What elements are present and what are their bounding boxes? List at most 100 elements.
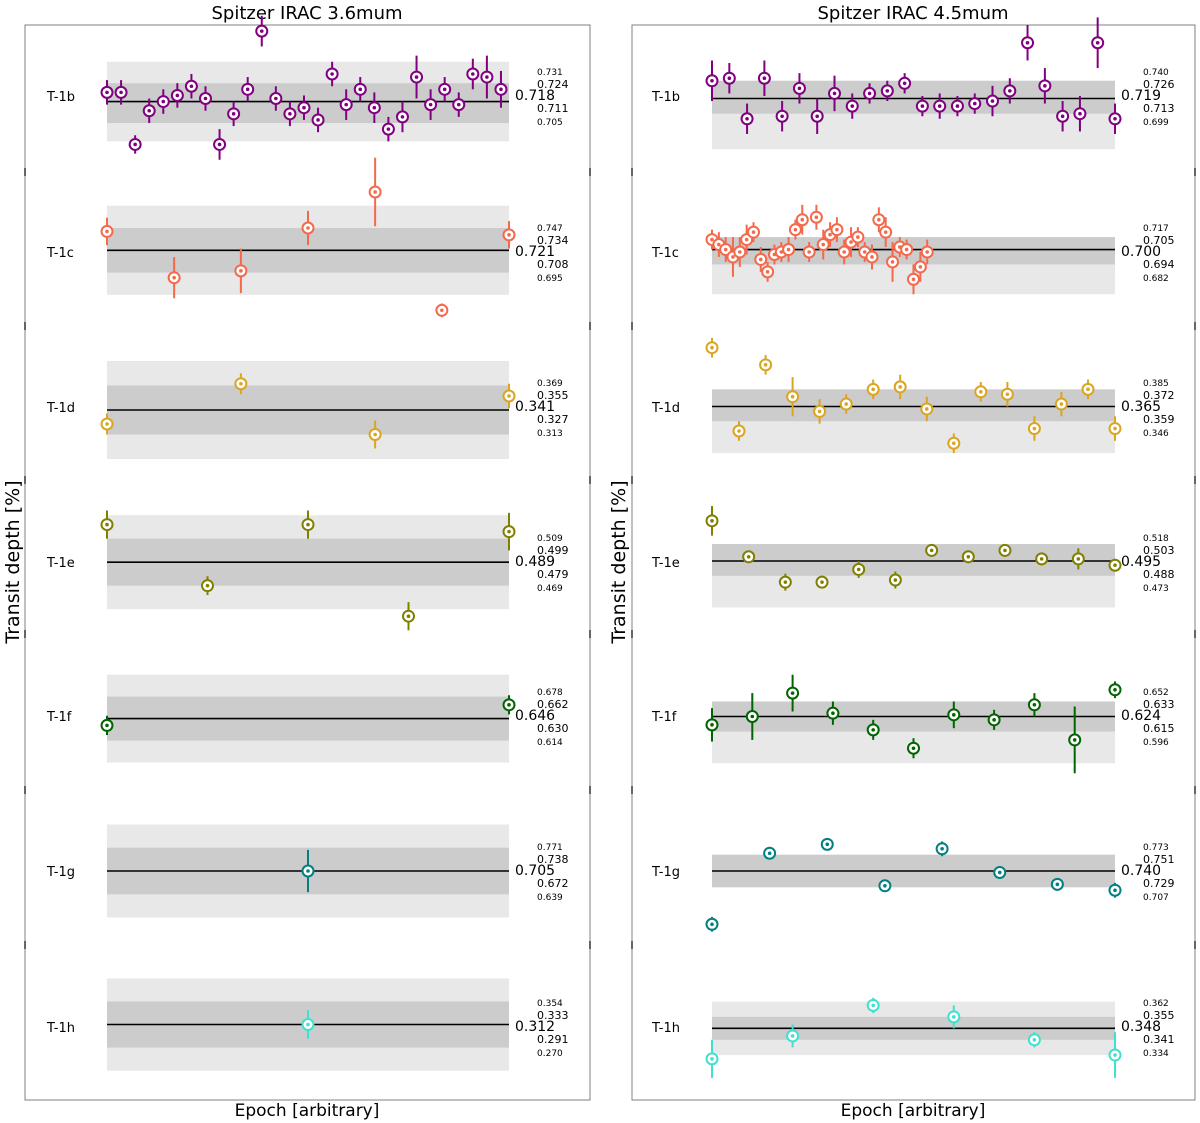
data-point-center <box>442 87 447 92</box>
tick-label: 0.270 <box>537 1049 563 1059</box>
tick-label: 0.700 <box>1121 244 1161 260</box>
row-label: T-1h <box>651 1021 680 1036</box>
tick-label: 0.614 <box>537 738 563 748</box>
data-point-center <box>1113 563 1117 568</box>
data-point-center <box>274 96 278 101</box>
row-label: T-1c <box>651 246 679 261</box>
data-point-center <box>302 105 306 110</box>
data-point-center <box>817 409 822 414</box>
tick-label: 0.740 <box>1143 68 1169 78</box>
row-label: T-1e <box>651 556 680 571</box>
tick-label: 0.682 <box>1143 274 1169 284</box>
data-point-center <box>937 104 942 108</box>
data-point-center <box>867 91 872 96</box>
data-point-center <box>1076 557 1081 561</box>
row-label: T-1f <box>46 710 72 725</box>
tick-label: 0.633 <box>1143 698 1175 711</box>
tick-label: 0.771 <box>537 843 563 853</box>
tick-label: 0.503 <box>1143 544 1175 557</box>
data-point-center <box>800 217 805 222</box>
data-point-center <box>507 394 511 398</box>
tick-label: 0.362 <box>1143 999 1169 1009</box>
data-point-center <box>1008 89 1012 93</box>
data-point-center <box>835 227 839 232</box>
row-label: T-1b <box>46 90 75 105</box>
data-point-center <box>239 381 243 386</box>
tick-label: 0.355 <box>1143 1009 1175 1022</box>
band-1sigma <box>712 389 1115 422</box>
data-point-center <box>856 235 860 239</box>
tick-label: 0.327 <box>537 413 569 426</box>
tick-label: 0.652 <box>1143 688 1169 698</box>
data-point-center <box>990 99 995 103</box>
data-point-center <box>1113 1053 1117 1057</box>
data-point-center <box>955 104 960 108</box>
band-1sigma <box>712 544 1115 576</box>
panel-title: Spitzer IRAC 3.6mum <box>211 3 402 24</box>
data-point-center <box>507 703 511 707</box>
data-point-center <box>797 86 802 91</box>
panel-right: Spitzer IRAC 4.5mum Epoch [arbitrary] T-… <box>631 3 1196 1121</box>
data-point-center <box>105 723 109 728</box>
data-point-center <box>710 78 714 83</box>
data-point-center <box>849 240 853 244</box>
data-point-center <box>456 102 461 107</box>
data-point-center <box>779 250 784 254</box>
data-point-center <box>471 72 475 76</box>
data-point-center <box>877 217 881 222</box>
row-label: T-1d <box>651 401 680 416</box>
data-point-center <box>924 407 929 411</box>
data-point-center <box>710 723 714 727</box>
data-point-center <box>330 72 334 76</box>
data-point-center <box>1113 888 1117 893</box>
data-point-center <box>1039 557 1044 561</box>
data-point-center <box>952 1015 956 1019</box>
row-label: T-1d <box>46 401 75 416</box>
data-point-center <box>105 522 109 527</box>
data-point-center <box>883 230 888 234</box>
data-point-center <box>966 554 971 559</box>
data-point-center <box>373 432 377 437</box>
data-point-center <box>862 250 867 254</box>
data-point-center <box>507 529 511 534</box>
data-point-center <box>205 583 210 588</box>
tick-label: 0.662 <box>537 698 569 711</box>
data-point-center <box>189 84 194 89</box>
data-point-center <box>783 580 788 584</box>
data-point-center <box>911 746 916 751</box>
data-point-center <box>288 112 292 116</box>
data-point-center <box>902 81 907 86</box>
data-point-center <box>306 869 310 873</box>
data-point-center <box>825 842 830 847</box>
data-point-center <box>745 116 749 121</box>
data-point-center <box>746 554 751 559</box>
data-point-center <box>1086 387 1090 392</box>
data-point-center <box>1072 738 1077 742</box>
data-point-center <box>786 247 791 252</box>
data-point-center <box>1095 40 1100 45</box>
panel-left: Spitzer IRAC 3.6mum Epoch [arbitrary] T-… <box>24 3 591 1121</box>
data-point-center <box>406 614 411 619</box>
data-point-center <box>780 114 784 119</box>
data-point-center <box>1005 392 1010 397</box>
tick-label: 0.488 <box>1143 568 1175 581</box>
tick-label: 0.747 <box>537 224 563 234</box>
data-point-center <box>883 884 887 888</box>
data-point-center <box>717 242 721 247</box>
data-point-center <box>1060 114 1065 119</box>
tick-label: 0.346 <box>1143 429 1169 439</box>
data-point-center <box>997 870 1002 875</box>
tick-label: 0.773 <box>1143 843 1169 853</box>
tick-label: 0.334 <box>1143 1049 1169 1059</box>
data-point-center <box>898 385 903 389</box>
tick-label: 0.705 <box>537 118 563 128</box>
tick-label: 0.369 <box>537 379 563 389</box>
tick-label: 0.473 <box>1143 584 1169 594</box>
panel-frame <box>24 24 591 1101</box>
data-point-center <box>105 90 109 95</box>
